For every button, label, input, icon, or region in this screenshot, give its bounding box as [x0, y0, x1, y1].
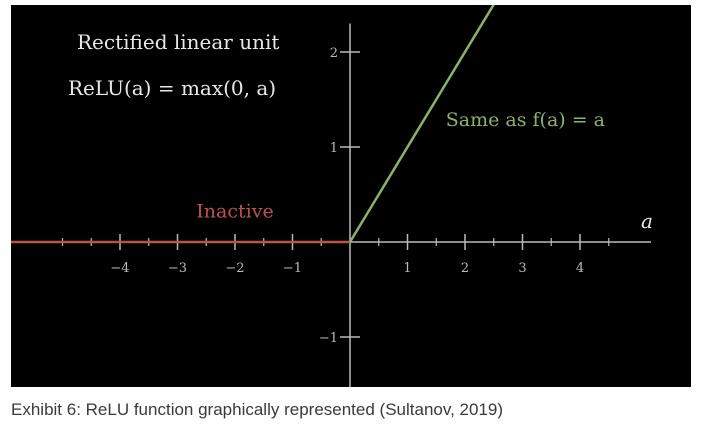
y-tick-label: 1	[330, 141, 338, 156]
x-tick-label: 4	[576, 261, 584, 276]
series-lines	[11, 5, 495, 244]
x-tick-label: −3	[168, 261, 187, 276]
x-tick-label: −4	[110, 261, 129, 276]
x-axis-label: a	[641, 209, 653, 233]
figure-caption: Exhibit 6: ReLU function graphically rep…	[11, 400, 504, 419]
x-tick-label: 3	[518, 261, 526, 276]
annotation-identity: Same as f(a) = a	[446, 109, 605, 131]
relu-chart: −4 −3 −2 −1 1 2 3 4 −1 1 2 Rectified linear unit R…	[11, 5, 653, 387]
x-tick-label: 1	[403, 261, 411, 276]
x-tick-label: −2	[225, 261, 244, 276]
x-tick-label: −1	[283, 261, 302, 276]
chart-formula: ReLU(a) = max(0, a)	[68, 76, 276, 100]
y-tick-label: −1	[319, 331, 338, 346]
chart-frame: −4 −3 −2 −1 1 2 3 4 −1 1 2 Rectified linear unit R…	[11, 5, 691, 387]
x-tick-label: 2	[461, 261, 469, 276]
annotations: Inactive Same as f(a) = a	[196, 109, 605, 222]
series-identity-line	[348, 5, 495, 243]
chart-title: Rectified linear unit	[77, 30, 279, 54]
annotation-inactive: Inactive	[196, 200, 273, 222]
y-tick-label: 2	[330, 46, 338, 61]
